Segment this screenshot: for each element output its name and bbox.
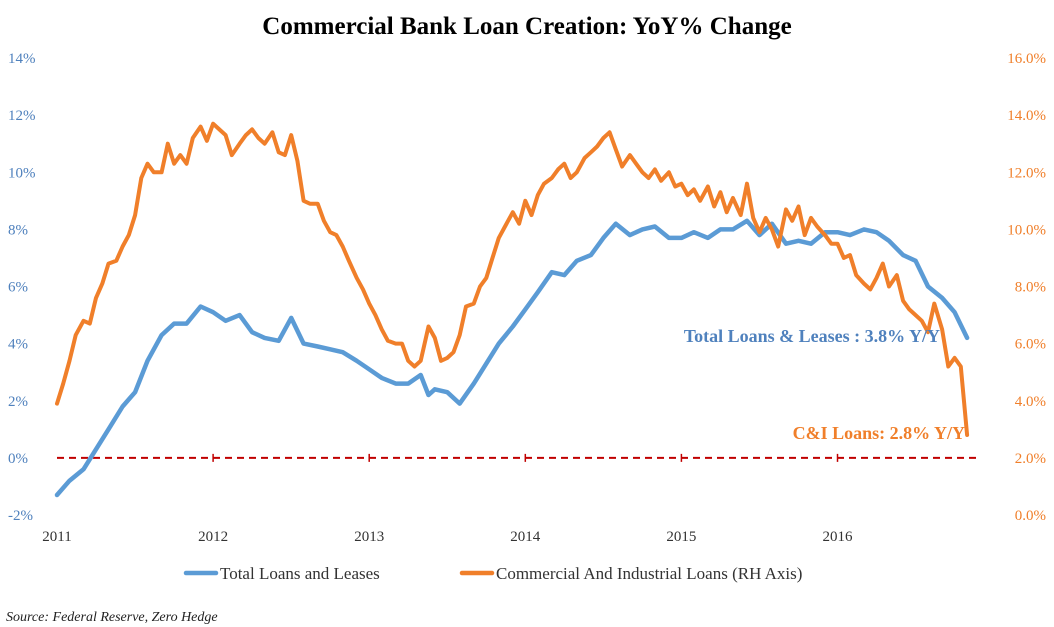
left-axis: -2% 0% 2% 4% 6% 8% 10% 12% 14% [8,51,36,524]
x-axis: 2011 2012 2013 2014 2015 2016 [42,453,854,545]
left-axis-tick-label: -2% [8,508,33,524]
x-axis-tick-label: 2016 [823,529,854,545]
source-note: Source: Federal Reserve, Zero Hedge [6,610,218,625]
left-axis-tick-label: 12% [8,108,36,124]
left-axis-tick-label: 0% [8,451,28,467]
annotation-total-loans: Total Loans & Leases : 3.8% Y/Y [684,326,940,346]
left-axis-tick-label: 14% [8,51,36,67]
legend-label-total-loans: Total Loans and Leases [220,564,380,583]
right-axis-tick-label: 2.0% [1015,451,1046,467]
right-axis-tick-label: 16.0% [1007,51,1046,67]
annotation-ci-loans: C&I Loans: 2.8% Y/Y [793,423,965,443]
left-axis-tick-label: 6% [8,280,28,296]
left-axis-tick-label: 8% [8,222,28,238]
right-axis-tick-label: 14.0% [1007,108,1046,124]
right-axis-tick-label: 6.0% [1015,337,1046,353]
x-axis-tick-label: 2013 [354,529,384,545]
left-axis-tick-label: 10% [8,165,36,181]
right-axis-tick-label: 0.0% [1015,508,1046,524]
x-axis-tick-label: 2011 [42,529,71,545]
legend: Total Loans and Leases Commercial And In… [183,564,802,583]
left-axis-tick-label: 2% [8,394,28,410]
legend-label-ci-loans: Commercial And Industrial Loans (RH Axis… [496,564,802,583]
right-axis: 0.0% 2.0% 4.0% 6.0% 8.0% 10.0% 12.0% 14.0% 16.0% [1007,51,1046,524]
x-axis-tick-label: 2014 [510,529,541,545]
right-axis-tick-label: 10.0% [1007,222,1046,238]
left-axis-tick-label: 4% [8,337,28,353]
series-line-total-loans-and-leases [54,218,970,498]
series-line-commercial-and-industrial-loans [55,121,970,437]
x-axis-tick-label: 2015 [666,529,696,545]
x-axis-tick-label: 2012 [198,529,228,545]
right-axis-tick-label: 8.0% [1015,280,1046,296]
right-axis-tick-label: 12.0% [1007,165,1046,181]
chart-title: Commercial Bank Loan Creation: YoY% Chan… [262,13,791,40]
right-axis-tick-label: 4.0% [1015,394,1046,410]
